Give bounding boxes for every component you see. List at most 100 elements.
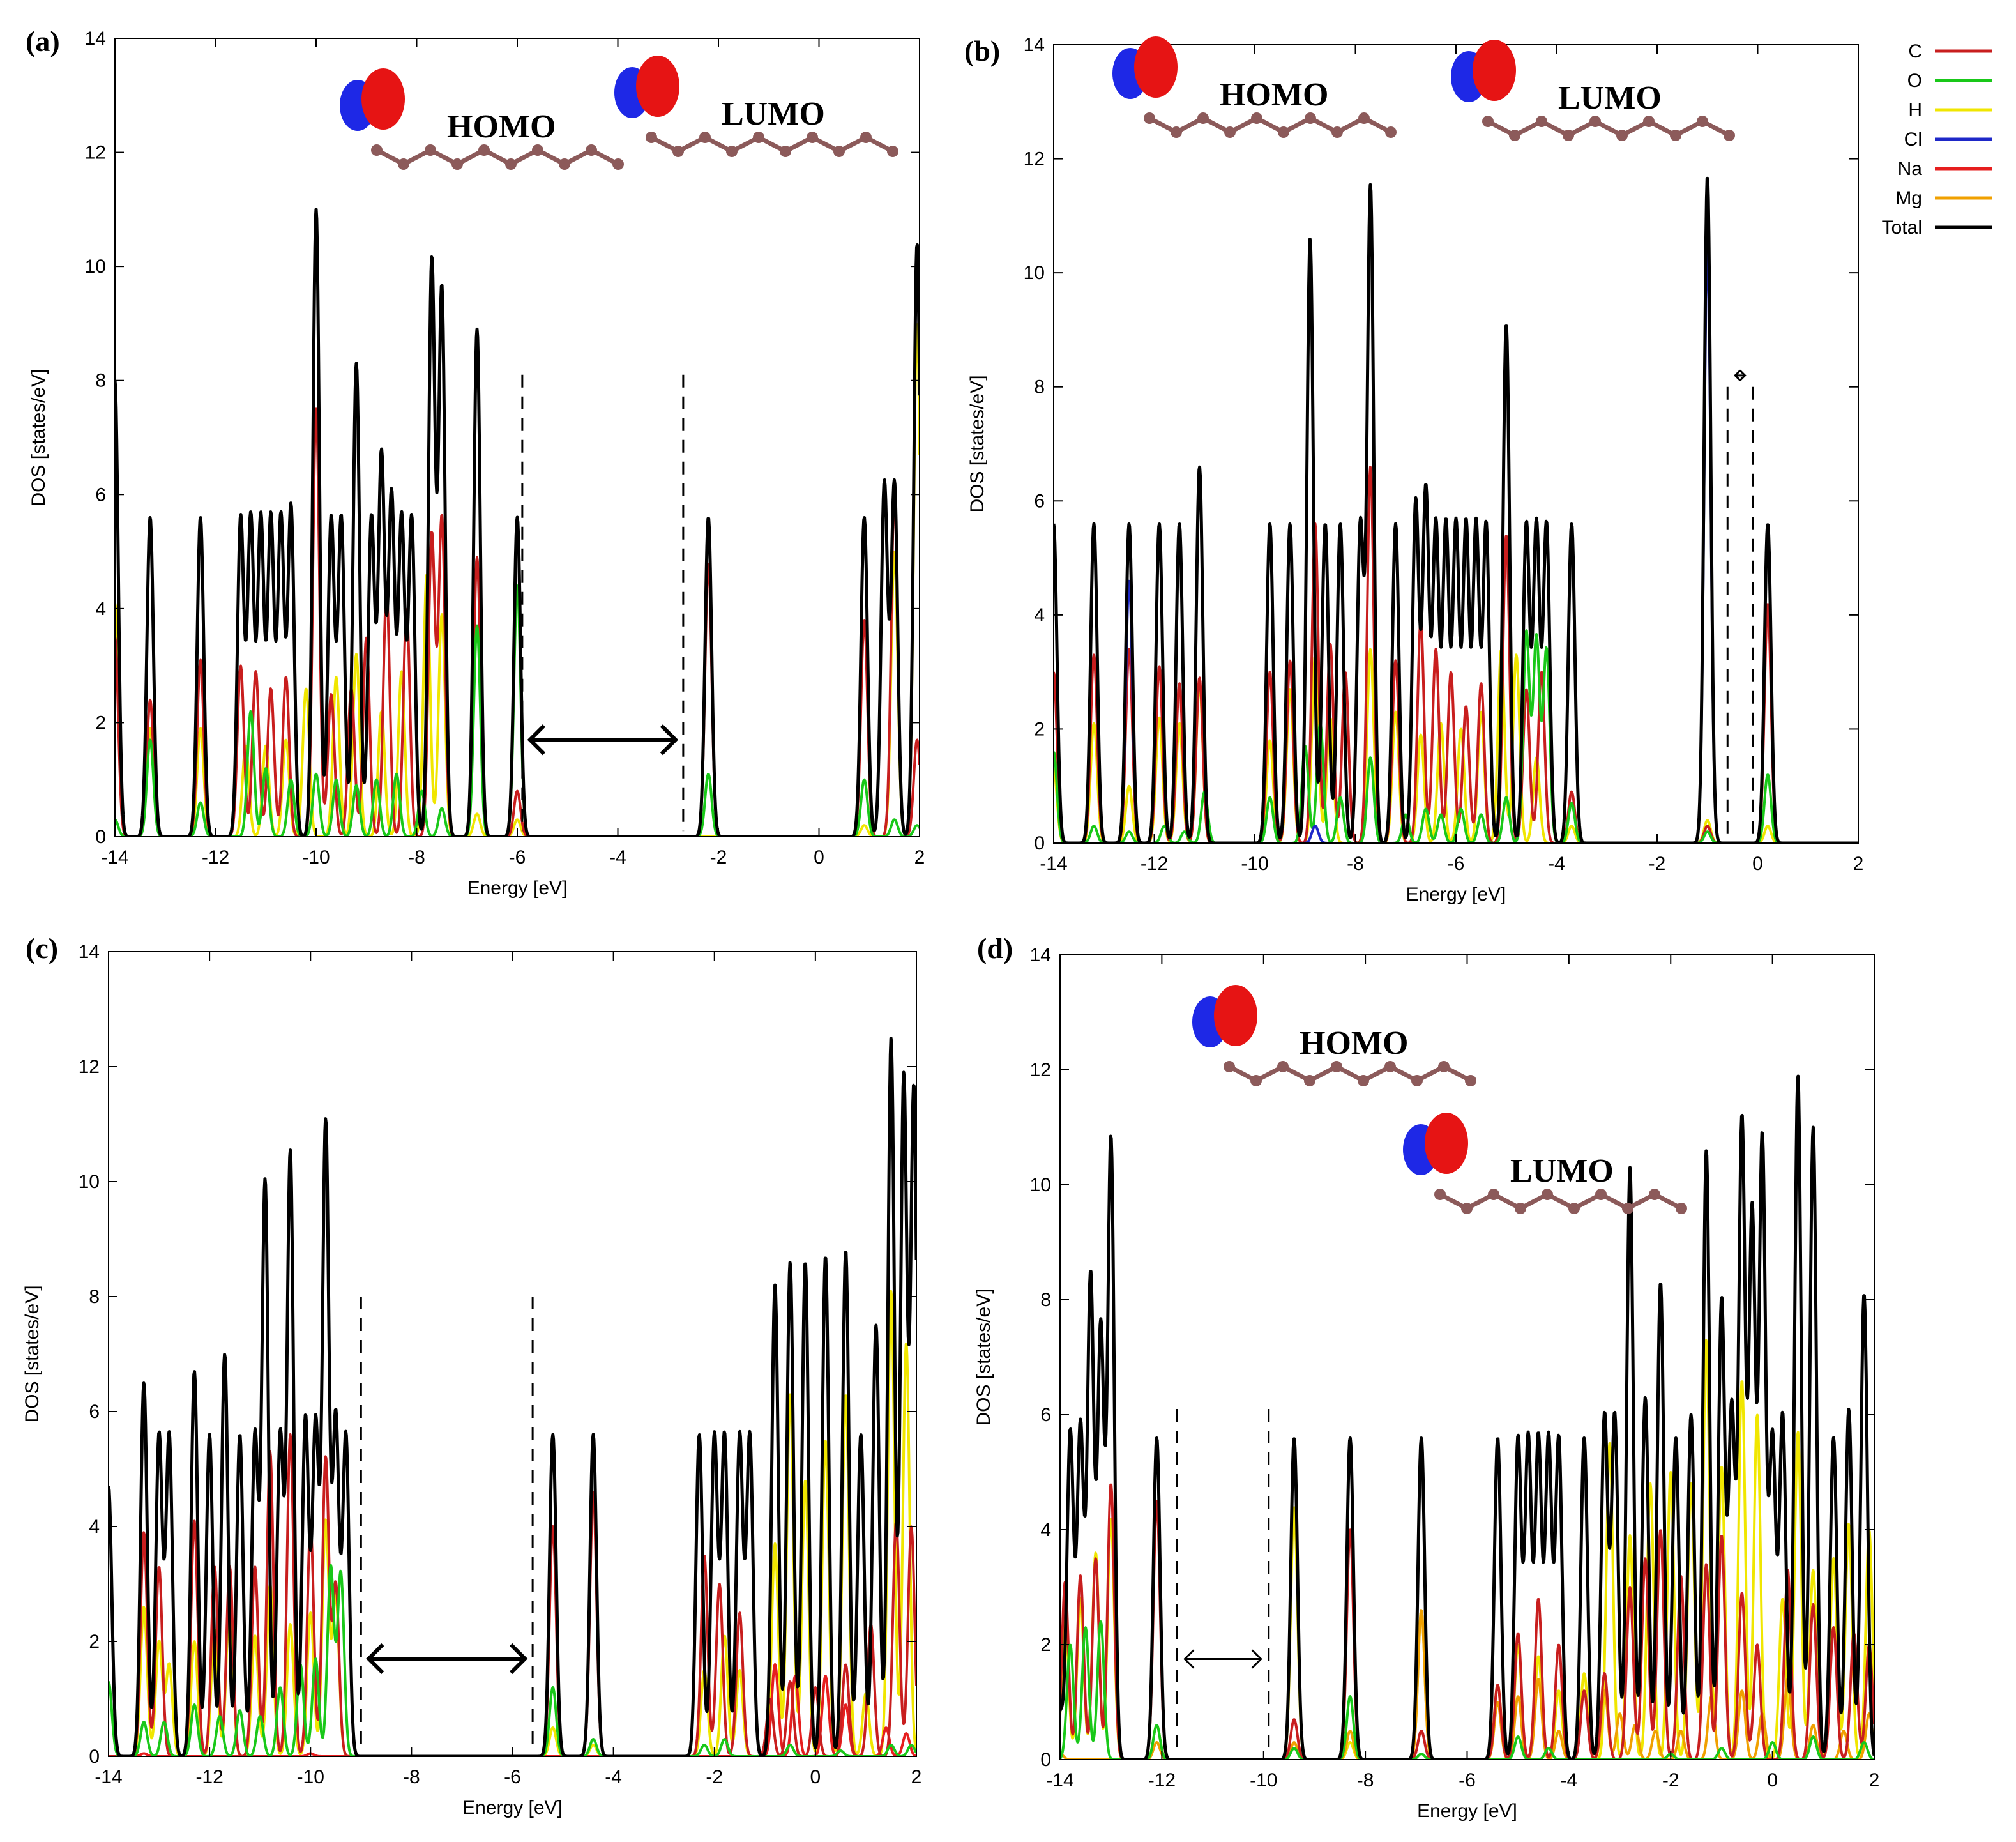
x-tick-label: -14 <box>101 847 128 868</box>
atom <box>1358 1075 1369 1086</box>
x-tick-label: -12 <box>195 1767 223 1788</box>
y-tick-label: 10 <box>79 1171 100 1192</box>
atom <box>1438 1061 1450 1072</box>
molecule-illustration <box>1451 40 1735 141</box>
atom <box>1563 130 1574 141</box>
y-tick-label: 2 <box>95 712 106 733</box>
atom <box>1434 1189 1446 1200</box>
x-tick-label: -6 <box>1459 1770 1476 1791</box>
x-tick-label: 0 <box>1752 853 1763 874</box>
legend-label-mg: Mg <box>1895 188 1922 209</box>
x-tick-label: -6 <box>509 847 526 868</box>
y-tick-label: 10 <box>1030 1175 1051 1196</box>
legend-label-cl: Cl <box>1904 129 1922 150</box>
atom <box>1171 126 1182 138</box>
atom <box>1144 112 1155 124</box>
orbital-label-lumo: LUMO <box>1558 80 1662 116</box>
x-tick-label: -10 <box>297 1767 324 1788</box>
panel-a: -14 -12 -10 -8 -6 -4 -2 0 2 0 2 4 6 8 10 12 14 Energy [eV… <box>26 25 925 899</box>
y-tick-label: 4 <box>95 598 106 620</box>
panel-d: -14 -12 -10 -8 -6 -4 -2 0 2 0 2 4 6 8 10 12 14 Energy [eV… <box>973 932 1879 1822</box>
atom <box>1358 112 1370 124</box>
atom <box>1536 116 1547 127</box>
x-tick-label: -4 <box>605 1767 622 1788</box>
series-line-total <box>115 208 920 837</box>
orbital-label-homo: HOMO <box>1220 77 1328 113</box>
series-line-c <box>1060 1483 1874 1760</box>
series-line-total <box>109 1037 916 1756</box>
molecule-illustration <box>614 56 898 157</box>
panel-c: -14 -12 -10 -8 -6 -4 -2 0 2 0 2 4 6 8 10 12 14 Energy [eV… <box>22 932 921 1818</box>
panel-label: (c) <box>26 932 58 964</box>
y-tick-label: 2 <box>1040 1634 1051 1656</box>
gap-arrow-head <box>1739 369 1747 381</box>
atom <box>1488 1189 1499 1200</box>
molecule-illustration <box>340 68 624 170</box>
panel-b: -14 -12 -10 -8 -6 -4 -2 0 2 0 2 4 6 8 10 12 14 Energy [eV… <box>964 34 1863 905</box>
molecule-illustration <box>1192 985 1476 1086</box>
x-tick-label: -6 <box>1448 853 1465 874</box>
legend-label-c: C <box>1908 41 1922 62</box>
atom <box>1224 1061 1235 1072</box>
atom <box>1622 1203 1633 1214</box>
y-tick-label: 6 <box>95 484 106 505</box>
legend: COH Cl Na Mg Total <box>1882 41 1992 238</box>
orbital-lobe-red <box>1134 36 1178 98</box>
atom <box>1461 1203 1473 1214</box>
series-line-total <box>1060 1074 1874 1760</box>
atom <box>646 132 657 143</box>
y-tick-label: 4 <box>1040 1519 1051 1541</box>
x-tick-label: -4 <box>609 847 626 868</box>
atom <box>1542 1189 1553 1200</box>
y-tick-label: 12 <box>79 1056 100 1077</box>
gap-arrow-head <box>660 724 679 756</box>
atom <box>1331 126 1343 138</box>
atom <box>1568 1203 1580 1214</box>
series-group <box>1060 1074 1874 1760</box>
series-line-total <box>1054 176 1858 843</box>
x-tick-label: -14 <box>1046 1770 1073 1791</box>
x-tick-label: -12 <box>1148 1770 1176 1791</box>
gap-arrow-head <box>510 1643 528 1675</box>
atom <box>1250 1075 1262 1086</box>
y-tick-label: 10 <box>1024 263 1045 284</box>
x-axis-label: Energy [eV] <box>462 1797 563 1818</box>
y-tick-label: 12 <box>85 142 106 164</box>
atom <box>1305 112 1316 124</box>
atom <box>1649 1189 1660 1200</box>
atom <box>887 146 898 157</box>
x-tick-label: 2 <box>1853 853 1864 874</box>
gap-arrow-head <box>1183 1649 1195 1669</box>
x-tick-label: -12 <box>202 847 229 868</box>
molecule-illustration <box>1112 36 1397 138</box>
atom <box>1643 116 1655 127</box>
atom <box>1616 130 1628 141</box>
atom <box>1331 1061 1342 1072</box>
atom <box>532 144 543 156</box>
atom <box>1278 126 1289 138</box>
atom <box>451 158 463 170</box>
legend-label-h: H <box>1908 100 1922 121</box>
x-tick-label: -8 <box>1357 1770 1374 1791</box>
gap-arrow-head <box>1251 1649 1262 1669</box>
y-tick-label: 6 <box>1040 1404 1051 1426</box>
atom <box>1277 1061 1289 1072</box>
y-tick-label: 6 <box>1034 491 1045 512</box>
y-tick-label: 14 <box>1024 34 1045 56</box>
orbital-lobe-red <box>361 68 405 130</box>
y-axis-label: DOS [states/eV] <box>28 369 49 506</box>
orbital-label-lumo: LUMO <box>722 96 825 132</box>
y-tick-label: 8 <box>1040 1290 1051 1311</box>
legend-label-na: Na <box>1898 158 1923 179</box>
x-tick-label: 0 <box>810 1767 821 1788</box>
y-tick-label: 12 <box>1024 149 1045 170</box>
x-tick-label: -12 <box>1141 853 1168 874</box>
x-axis-label: Energy [eV] <box>1406 884 1506 905</box>
x-tick-label: -8 <box>403 1767 420 1788</box>
atom <box>1385 126 1397 138</box>
legend-label-total: Total <box>1882 217 1922 238</box>
series-line-mg <box>1060 1609 1874 1760</box>
atom <box>1411 1075 1423 1086</box>
x-tick-label: 0 <box>814 847 824 868</box>
